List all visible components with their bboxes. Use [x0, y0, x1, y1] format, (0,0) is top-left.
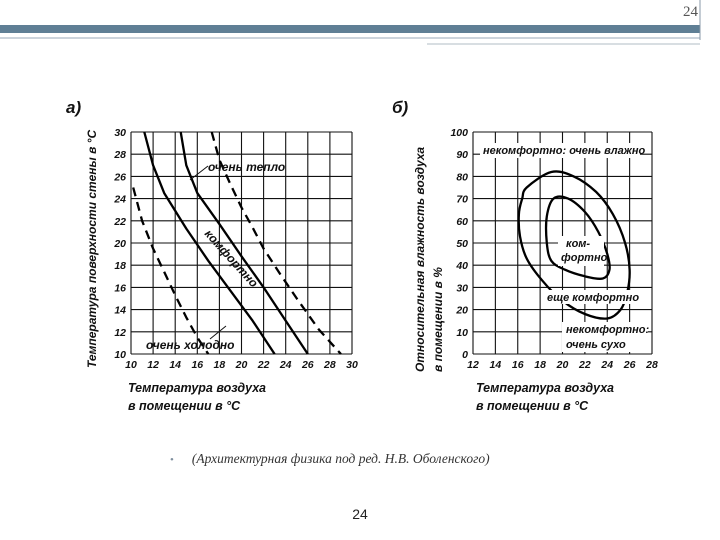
annotation-still-comfort: еще комфортно [547, 292, 639, 304]
series-line-2 [544, 195, 611, 280]
chart-b-ticks: 12 14 16 18 20 22 24 26 28 0 10 20 30 40 50 60 70 80 90 100 [450, 127, 658, 371]
chart-a-xlabel-line1: Температура воздуха [128, 381, 266, 395]
y-tick-label: 28 [113, 149, 126, 161]
annotation-still-bg [545, 290, 637, 304]
x-tick-label: 18 [214, 359, 226, 371]
y-tick-label: 24 [113, 194, 126, 206]
series-line-3 [143, 131, 276, 355]
annotation-comfort-bg [558, 236, 604, 266]
x-tick-label: 24 [600, 359, 613, 371]
y-tick-label: 40 [455, 260, 468, 272]
y-tick-label: 80 [456, 171, 468, 183]
y-tick-label: 100 [450, 127, 468, 139]
bullet-icon: • [170, 454, 174, 466]
annotation-comfort-b-1: ком- [566, 238, 590, 250]
chart-b-series [517, 170, 631, 320]
chart-b-ylabel-line1: Относительная влажность воздуха [413, 147, 427, 372]
x-tick-label: 24 [279, 359, 292, 371]
x-tick-label: 26 [301, 359, 314, 371]
x-tick-label: 12 [147, 359, 159, 371]
y-tick-label: 22 [113, 216, 126, 228]
x-tick-label: 10 [125, 359, 137, 371]
chart-panel-a: а) 10 12 14 16 18 20 22 24 26 28 30 10 12 14 16 18 20 22 2… [66, 98, 358, 413]
x-tick-label: 16 [191, 359, 203, 371]
panel-label-a: а) [66, 98, 81, 117]
x-tick-label: 14 [169, 359, 181, 371]
y-tick-label: 18 [114, 260, 126, 272]
x-tick-label: 22 [257, 359, 270, 371]
annotation-very-humid: некомфортно: очень влажно [483, 145, 646, 157]
annotation-humid-bg [480, 143, 640, 158]
y-tick-label: 10 [114, 349, 126, 361]
y-tick-label: 50 [456, 238, 468, 250]
series-line-1 [517, 170, 631, 320]
y-tick-label: 20 [455, 305, 468, 317]
y-tick-label: 26 [113, 171, 126, 183]
y-tick-label: 12 [114, 327, 126, 339]
annotation-dry-bg [562, 322, 648, 352]
x-tick-label: 28 [645, 359, 658, 371]
annotation-very-dry-1: некомфортно: [566, 324, 650, 336]
x-tick-label: 20 [235, 359, 248, 371]
chart-b-xlabel-line2: в помещении в °С [476, 399, 589, 413]
caption-text: (Архитектурная физика под ред. Н.В. Обол… [191, 451, 490, 466]
y-tick-label: 60 [456, 216, 468, 228]
chart-a-ticks: 10 12 14 16 18 20 22 24 26 28 30 10 12 14 16 18 20 22 24 26… [113, 127, 358, 371]
chart-a-series [132, 131, 342, 355]
x-tick-label: 12 [467, 359, 479, 371]
y-tick-label: 20 [113, 238, 126, 250]
y-tick-label: 14 [114, 305, 126, 317]
panel-label-b: б) [392, 98, 409, 117]
x-tick-label: 14 [490, 359, 502, 371]
chart-panel-b: б) 12 14 16 18 20 22 24 26 28 0 10 20 30 40 50 60 70 80 90… [392, 98, 658, 413]
x-tick-label: 20 [556, 359, 569, 371]
y-tick-label: 16 [114, 282, 126, 294]
annotation-very-cold-leader [209, 325, 227, 340]
chart-b-ylabel-line2: в помещении в % [431, 267, 445, 372]
y-tick-label: 30 [456, 282, 468, 294]
x-tick-label: 22 [578, 359, 591, 371]
x-tick-label: 30 [346, 359, 358, 371]
slide-number-top: 24 [683, 4, 698, 20]
y-tick-label: 30 [114, 127, 126, 139]
header-bar [0, 25, 700, 33]
x-tick-label: 18 [534, 359, 546, 371]
annotation-very-warm-leader [189, 165, 209, 181]
y-tick-label: 0 [462, 349, 468, 361]
x-tick-label: 16 [512, 359, 524, 371]
series-line-2 [179, 131, 309, 355]
annotation-comfort: комфортно [202, 227, 261, 290]
annotation-very-cold: очень холодно [146, 338, 234, 352]
x-tick-label: 28 [323, 359, 336, 371]
chart-a-xlabel-line2: в помещении в °С [128, 399, 241, 413]
chart-b-xlabel-line1: Температура воздуха [476, 381, 614, 395]
chart-a-ylabel: Температура поверхности стены в °С [85, 130, 99, 368]
annotation-very-warm: очень тепло [208, 160, 285, 174]
annotation-comfort-b-2: фортно [561, 252, 608, 264]
caption-bullet-item: • (Архитектурная физика под ред. Н.В. Обо… [170, 451, 490, 467]
y-tick-label: 70 [456, 194, 468, 206]
chart-a-grid [130, 131, 353, 355]
page-number-bottom: 24 [352, 506, 368, 522]
annotation-very-dry-2: очень сухо [566, 339, 626, 351]
x-tick-label: 26 [623, 359, 636, 371]
y-tick-label: 90 [456, 149, 468, 161]
y-tick-label: 10 [456, 327, 468, 339]
